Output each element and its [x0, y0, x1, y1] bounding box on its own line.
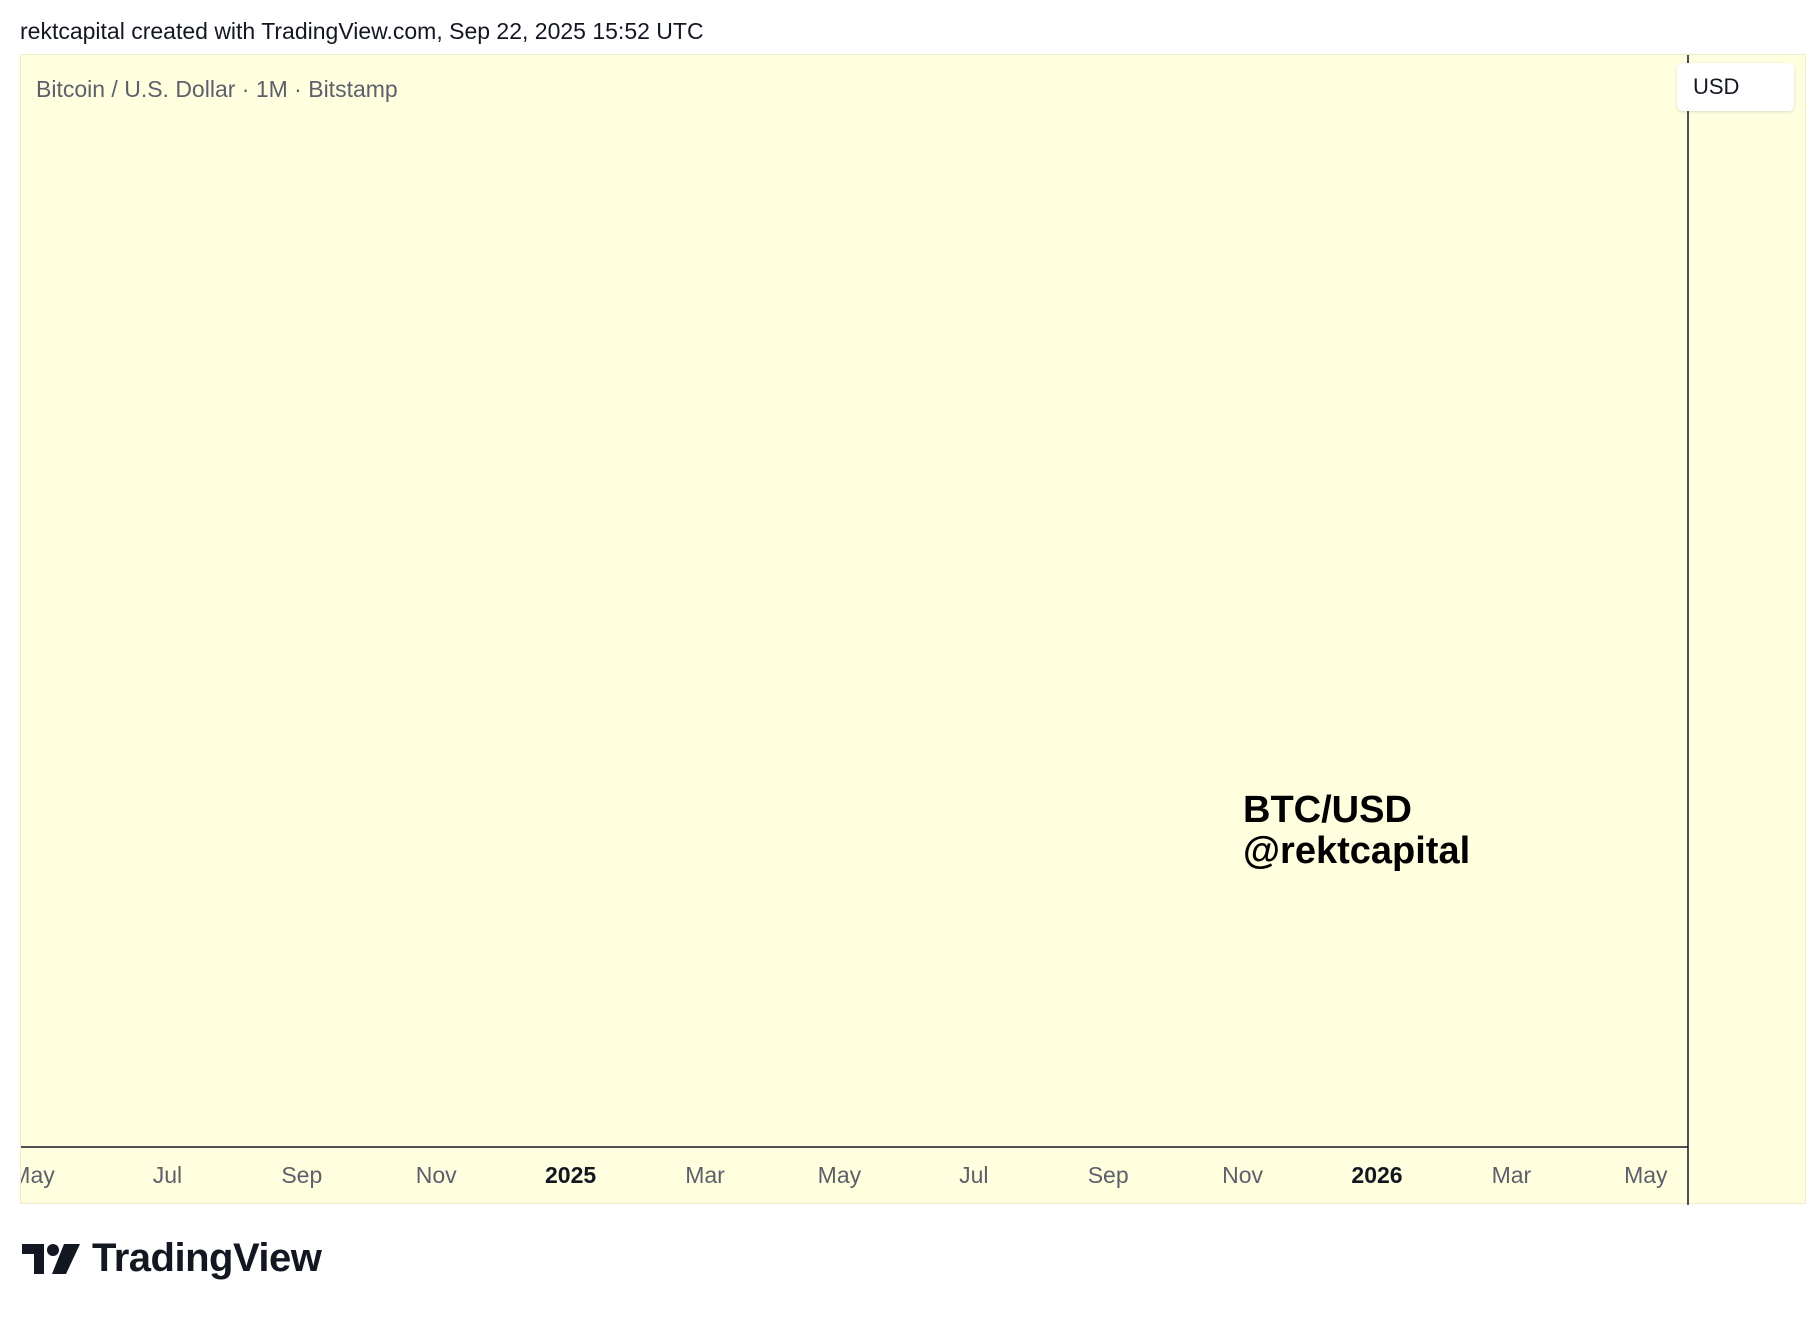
candlestick-chart[interactable]: 140,000130,000120,000104,00096,00088,500…: [21, 55, 1807, 1205]
watermark-handle: @rektcapital: [1243, 830, 1471, 872]
time-tick-label: Jul: [153, 1162, 182, 1188]
time-tick-label: 2025: [545, 1162, 596, 1188]
time-tick-label: Mar: [685, 1162, 725, 1188]
symbol-label[interactable]: Bitcoin / U.S. Dollar · 1M · Bitstamp: [36, 76, 398, 102]
currency-button[interactable]: USD: [1677, 63, 1794, 111]
time-tick-label: Nov: [416, 1162, 457, 1188]
time-tick-label: 2026: [1351, 1162, 1402, 1188]
tradingview-logo-text: TradingView: [92, 1236, 322, 1280]
time-tick-label: Sep: [1088, 1162, 1129, 1188]
time-tick-label: Jul: [959, 1162, 988, 1188]
time-tick-label: Sep: [281, 1162, 322, 1188]
time-tick-label: May: [21, 1162, 55, 1188]
chart-caption: rektcapital created with TradingView.com…: [20, 18, 704, 44]
time-tick-label: May: [818, 1162, 862, 1188]
watermark-pair: BTC/USD: [1243, 789, 1412, 831]
tradingview-logo-icon: [22, 1243, 80, 1274]
tradingview-logo[interactable]: TradingView: [22, 1236, 322, 1281]
time-tick-label: May: [1624, 1162, 1668, 1188]
time-tick-label: Nov: [1222, 1162, 1263, 1188]
chart-panel[interactable]: 140,000130,000120,000104,00096,00088,500…: [20, 54, 1807, 1205]
time-tick-label: Mar: [1492, 1162, 1532, 1188]
chart-watermark: BTC/USD @rektcapital: [1243, 790, 1470, 872]
